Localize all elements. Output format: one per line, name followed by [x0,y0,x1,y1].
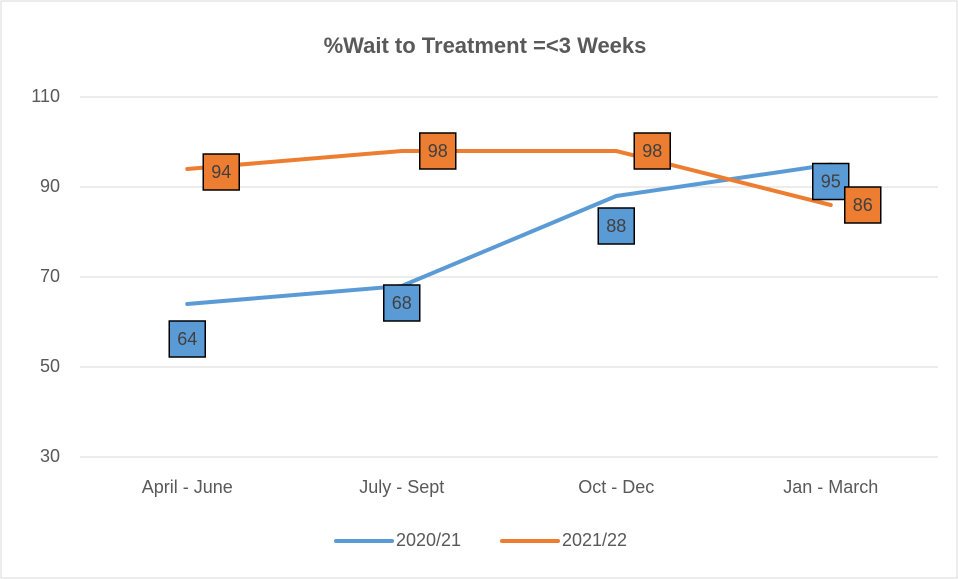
y-tick-label: 50 [40,356,60,376]
x-tick-label: Jan - March [783,477,878,497]
data-label: 94 [211,162,231,182]
data-label: 86 [853,195,873,215]
data-label-box [383,284,421,322]
y-tick-label: 30 [40,446,60,466]
y-tick-label: 90 [40,176,60,196]
x-tick-label: Oct - Dec [578,477,654,497]
data-label-box [202,153,240,191]
y-tick-label: 70 [40,266,60,286]
data-label-box [633,132,671,170]
data-label: 98 [642,141,662,161]
series-line [185,149,833,207]
y-tick-label: 110 [31,86,60,106]
data-label-box [597,207,635,245]
series-line [185,162,833,306]
legend-label: 2021/22 [562,530,627,550]
data-label: 95 [821,171,841,191]
data-label-box [812,162,850,201]
legend-label: 2020/21 [396,530,461,550]
x-tick-label: April - June [142,477,233,497]
data-label-box [844,186,882,224]
data-label: 98 [428,141,448,161]
x-tick-label: July - Sept [359,477,444,497]
data-label-box [419,132,457,170]
chart-title: %Wait to Treatment =<3 Weeks [324,33,647,58]
data-label: 88 [606,216,626,236]
data-label-box [168,320,206,358]
data-label: 68 [392,293,412,313]
data-label: 64 [177,329,197,349]
